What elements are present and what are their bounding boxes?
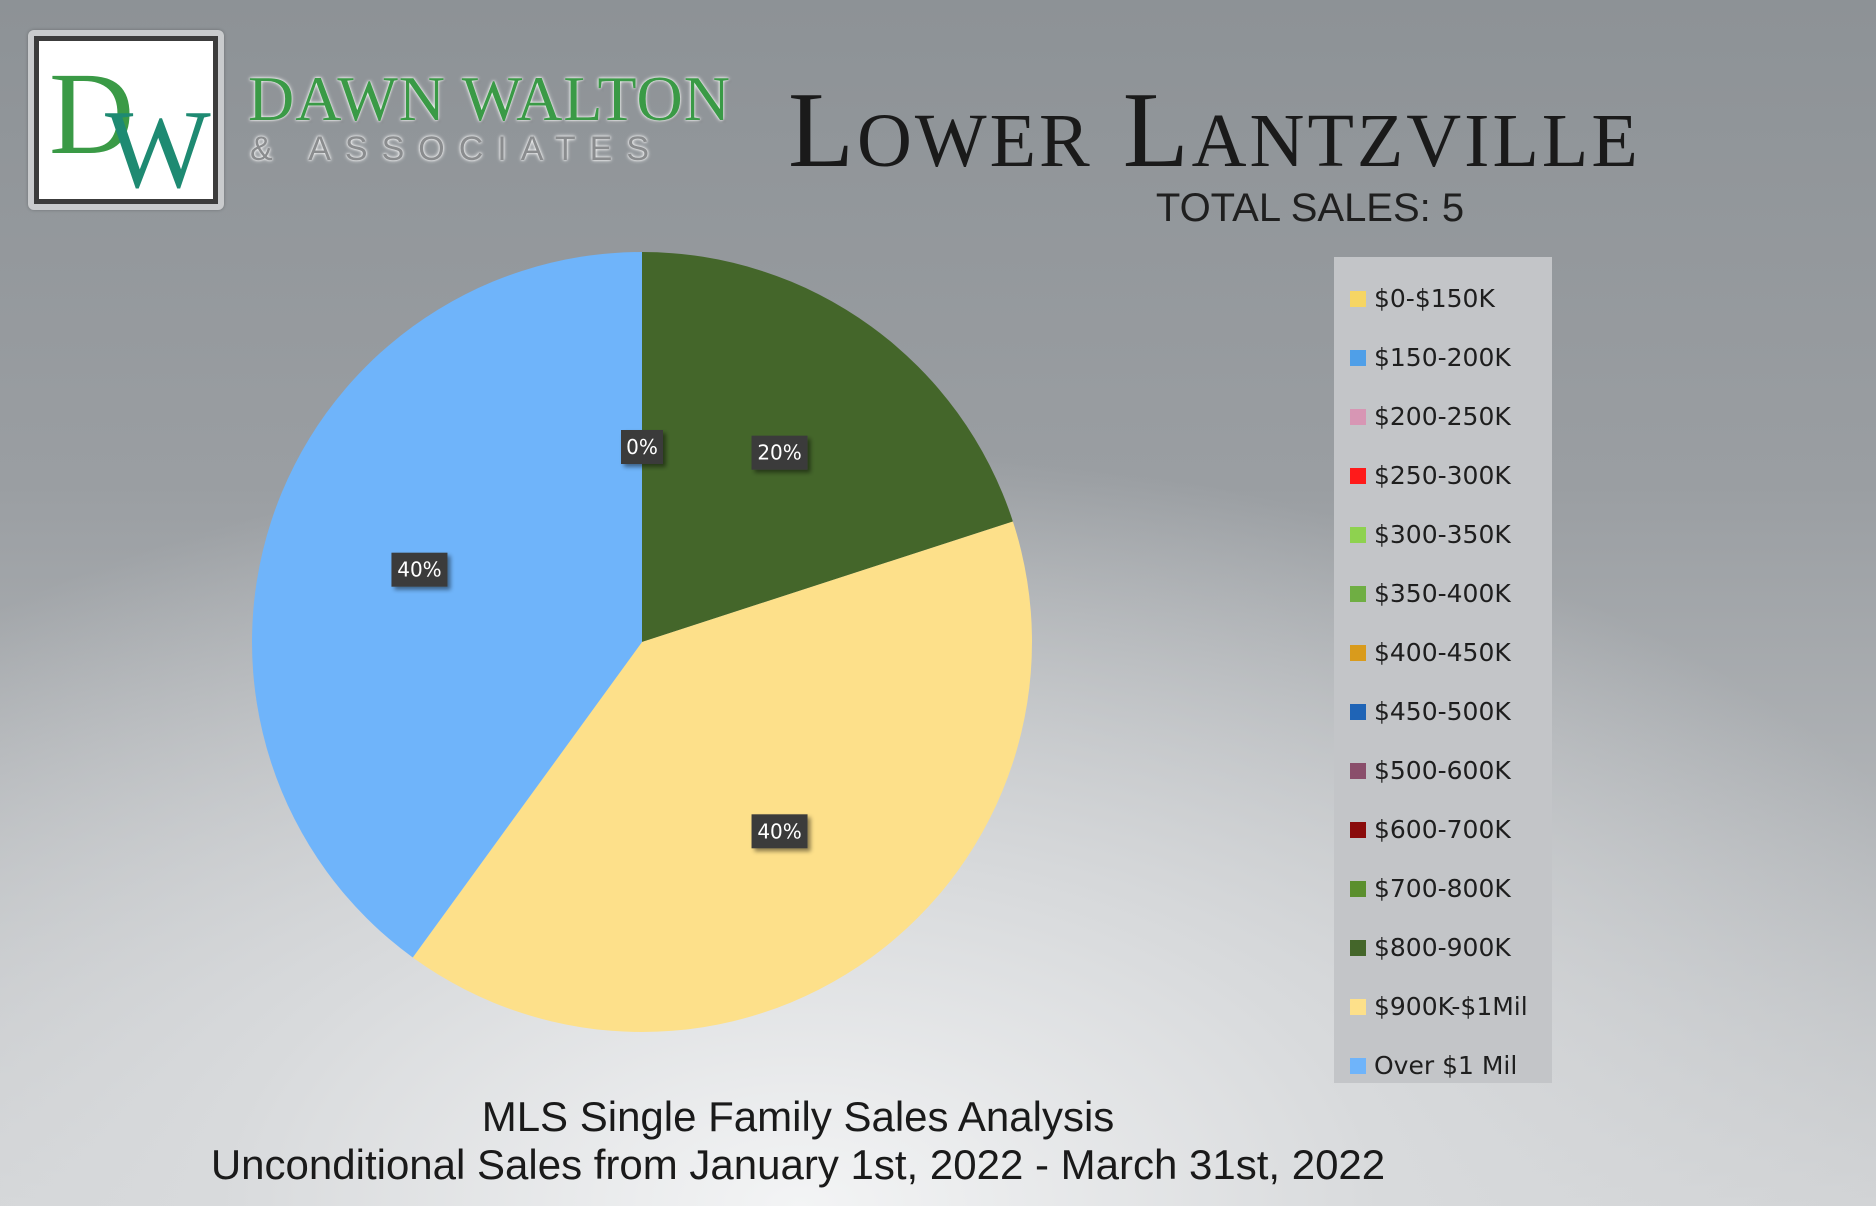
legend-swatch bbox=[1350, 1057, 1366, 1074]
legend-item-400-450k: $400-450K bbox=[1334, 623, 1552, 682]
legend-item-500-600k: $500-600K bbox=[1334, 741, 1552, 800]
legend-label: $150-200K bbox=[1374, 343, 1511, 372]
data-label-800-900k: 20% bbox=[751, 435, 808, 470]
legend-label: $600-700K bbox=[1374, 815, 1511, 844]
legend-item-450-500k: $450-500K bbox=[1334, 682, 1552, 741]
data-label-box bbox=[621, 430, 663, 464]
legend-swatch bbox=[1350, 349, 1366, 366]
data-label-900k-1mil: 40% bbox=[751, 814, 808, 849]
legend-label: $350-400K bbox=[1374, 579, 1511, 608]
legend-swatch bbox=[1350, 408, 1366, 425]
date-range: Unconditional Sales from January 1st, 20… bbox=[210, 1141, 1386, 1188]
legend-item-250-300k: $250-300K bbox=[1334, 446, 1552, 505]
legend-swatch bbox=[1350, 467, 1366, 484]
legend-item-800-900k: $800-900K bbox=[1334, 918, 1552, 977]
legend-swatch bbox=[1350, 290, 1366, 307]
pie-slice-900k-1mil bbox=[412, 521, 1032, 1032]
footer: MLS Single Family Sales Analysis Uncondi… bbox=[0, 1093, 1876, 1189]
legend-label: $500-600K bbox=[1374, 756, 1511, 785]
legend-swatch bbox=[1350, 585, 1366, 602]
legend-swatch bbox=[1350, 821, 1366, 838]
brand-subtitle: & ASSOCIATES bbox=[250, 130, 664, 168]
data-label-text: 40% bbox=[397, 558, 441, 582]
legend-label: $0-$150K bbox=[1374, 284, 1495, 313]
legend-item-350-400k: $350-400K bbox=[1334, 564, 1552, 623]
legend-item-150-200k: $150-200K bbox=[1334, 328, 1552, 387]
data-label-box bbox=[751, 435, 808, 470]
data-label-over-1-mil: 40% bbox=[391, 552, 448, 587]
page-title: Lower Lantzville bbox=[788, 71, 1641, 190]
legend-label: Over $1 Mil bbox=[1374, 1051, 1518, 1080]
legend-label: $800-900K bbox=[1374, 933, 1511, 962]
data-label-box bbox=[391, 552, 448, 587]
brand-name: DAWN WALTON bbox=[248, 63, 731, 134]
logo-letter-w: W bbox=[105, 88, 211, 201]
legend-item-200-250k: $200-250K bbox=[1334, 387, 1552, 446]
legend-item-300-350k: $300-350K bbox=[1334, 505, 1552, 564]
legend-swatch bbox=[1350, 998, 1366, 1015]
pie-slice-over-1-mil bbox=[252, 252, 643, 958]
legend-label: $200-250K bbox=[1374, 402, 1511, 431]
legend-label: $250-300K bbox=[1374, 461, 1511, 490]
data-label-box bbox=[751, 814, 808, 849]
legend-item-600-700k: $600-700K bbox=[1334, 800, 1552, 859]
legend-swatch bbox=[1350, 939, 1366, 956]
legend-swatch bbox=[1350, 644, 1366, 661]
data-label-0-150k: 0% bbox=[621, 430, 663, 464]
legend-label: $300-350K bbox=[1374, 520, 1511, 549]
data-label-text: 0% bbox=[626, 435, 658, 459]
legend-item-700-800k: $700-800K bbox=[1334, 859, 1552, 918]
legend-swatch bbox=[1350, 526, 1366, 543]
legend-swatch bbox=[1350, 703, 1366, 720]
logo: D W bbox=[28, 30, 224, 210]
legend-swatch bbox=[1350, 762, 1366, 779]
legend-label: $700-800K bbox=[1374, 874, 1511, 903]
legend-label: $450-500K bbox=[1374, 697, 1511, 726]
data-label-text: 20% bbox=[757, 441, 801, 465]
legend-swatch bbox=[1350, 880, 1366, 897]
legend-item-over-1-mil: Over $1 Mil bbox=[1334, 1036, 1552, 1095]
legend-label: $900K-$1Mil bbox=[1374, 992, 1528, 1021]
data-label-text: 40% bbox=[757, 819, 801, 843]
legend-label: $400-450K bbox=[1374, 638, 1511, 667]
legend-item-900k-1mil: $900K-$1Mil bbox=[1334, 977, 1552, 1036]
legend-item-0-150k: $0-$150K bbox=[1334, 269, 1552, 328]
total-sales: TOTAL SALES: 5 bbox=[1155, 186, 1465, 230]
logo-letter-d: D bbox=[49, 48, 134, 179]
chart-legend: $0-$150K $150-200K $200-250K $250-300K $300-… bbox=[1334, 257, 1552, 1083]
logo-monogram: D W bbox=[34, 36, 218, 204]
pie-slice-800-900k bbox=[642, 252, 1013, 642]
chart-subtitle: MLS Single Family Sales Analysis bbox=[481, 1093, 1115, 1140]
